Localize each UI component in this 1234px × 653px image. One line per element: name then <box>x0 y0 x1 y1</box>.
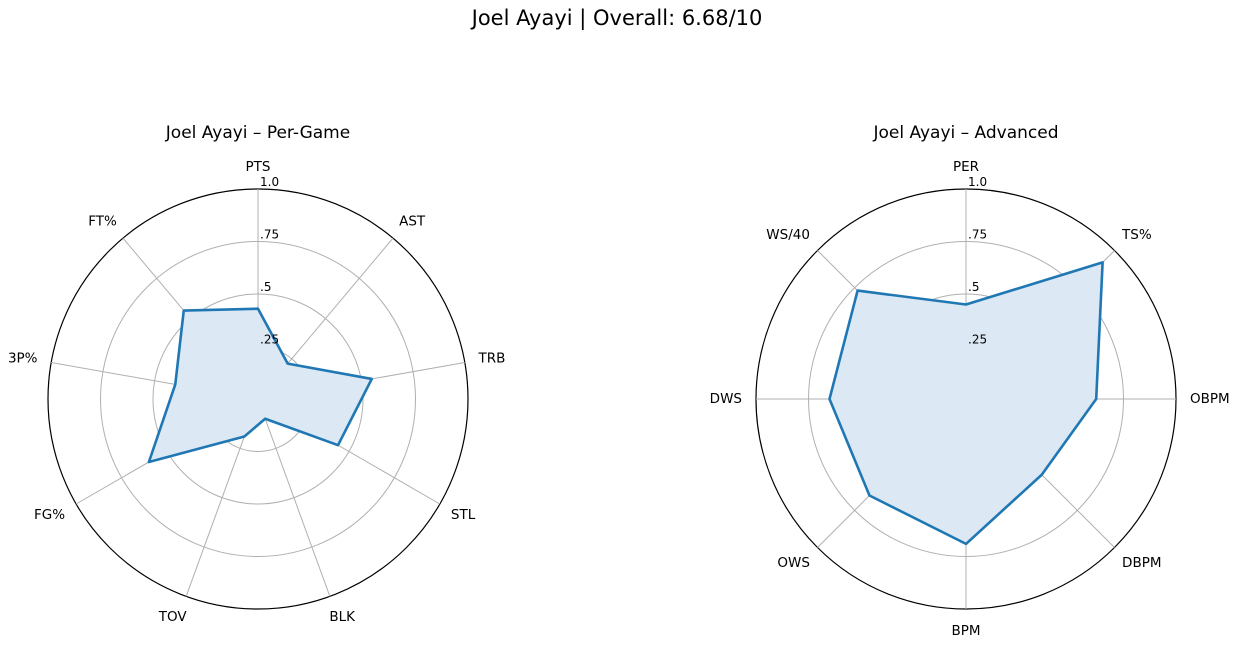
category-label: TS% <box>1121 227 1152 243</box>
category-label: BLK <box>329 609 356 625</box>
category-label: PTS <box>246 159 271 175</box>
chart-title: Joel Ayayi – Advanced <box>872 123 1058 143</box>
radial-tick-label: .25 <box>968 333 987 347</box>
radial-tick-label: .75 <box>260 228 279 242</box>
radial-tick-label: .75 <box>968 228 987 242</box>
figure-title: Joel Ayayi | Overall: 6.68/10 <box>471 6 763 30</box>
radial-tick-label: 1.0 <box>968 175 987 189</box>
category-label: BPM <box>951 623 980 639</box>
radial-tick-label: .25 <box>260 333 279 347</box>
radial-tick-label: .5 <box>260 280 271 294</box>
category-label: 3P% <box>8 351 38 367</box>
category-label: TOV <box>158 609 188 625</box>
category-label: AST <box>399 213 426 229</box>
radar-series-line <box>828 261 1104 546</box>
category-label: WS/40 <box>766 227 810 243</box>
category-label: OBPM <box>1190 391 1230 407</box>
radar-spoke <box>257 398 331 597</box>
category-label: PER <box>953 159 979 175</box>
radar-area-fill <box>829 262 1103 544</box>
category-label: OWS <box>777 555 810 571</box>
category-label: DBPM <box>1122 555 1161 571</box>
radial-tick-label: 1.0 <box>260 175 279 189</box>
category-label: TRB <box>477 351 505 367</box>
radar-area-fill <box>148 308 372 462</box>
category-label: DWS <box>710 391 742 407</box>
category-label: FG% <box>34 507 65 523</box>
radar-series-line <box>147 307 374 464</box>
chart-title: Joel Ayayi – Per-Game <box>165 123 350 143</box>
radial-tick-label: .5 <box>968 280 979 294</box>
category-label: FT% <box>88 213 117 229</box>
category-label: STL <box>451 507 476 523</box>
